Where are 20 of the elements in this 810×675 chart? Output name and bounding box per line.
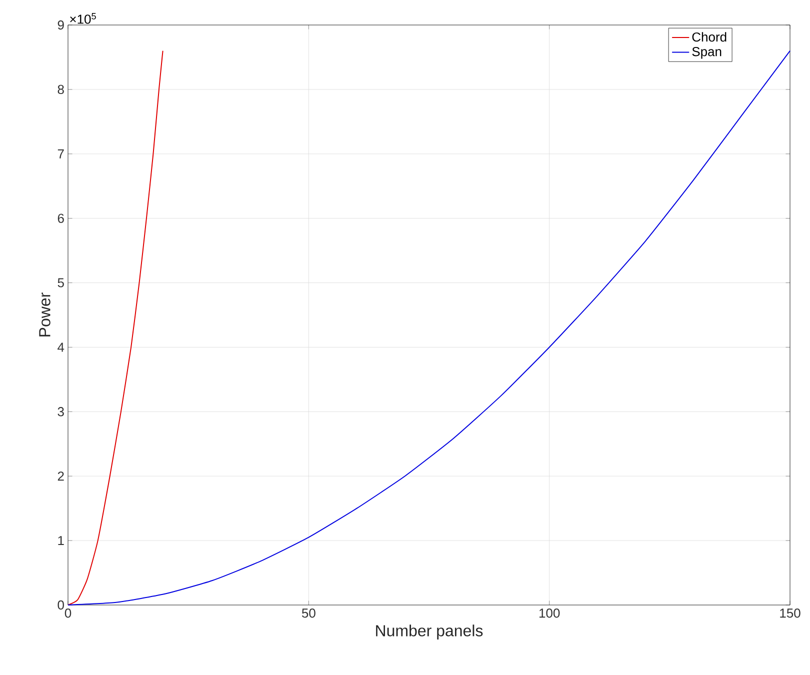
legend-label: Span bbox=[692, 47, 722, 59]
y-tick-label: 1 bbox=[58, 536, 64, 546]
legend-label: Chord bbox=[692, 32, 726, 42]
y-tick-label: 2 bbox=[58, 472, 64, 481]
y-tick-label: 8 bbox=[58, 84, 64, 94]
y-tick-label: 7 bbox=[58, 149, 64, 158]
x-tick-label: 50 bbox=[302, 608, 316, 618]
y-tick-label: 0 bbox=[58, 600, 64, 610]
y-tick-label: 6 bbox=[58, 214, 64, 223]
x-tick-label: 0 bbox=[64, 608, 72, 618]
x-tick-label: 100 bbox=[539, 608, 560, 618]
x-tick-label: 150 bbox=[780, 608, 800, 618]
x-axis-title: Number panels bbox=[376, 624, 483, 640]
line-series bbox=[68, 50, 164, 606]
y-tick-label: 3 bbox=[58, 407, 64, 416]
y-tick-label: 5 bbox=[58, 278, 64, 288]
text: ×10$^{5}$ bbox=[70, 13, 96, 24]
y-axis-title: Power bbox=[39, 292, 50, 336]
y-tick-label: 4 bbox=[58, 342, 64, 352]
y-tick-label: 9 bbox=[58, 20, 64, 30]
